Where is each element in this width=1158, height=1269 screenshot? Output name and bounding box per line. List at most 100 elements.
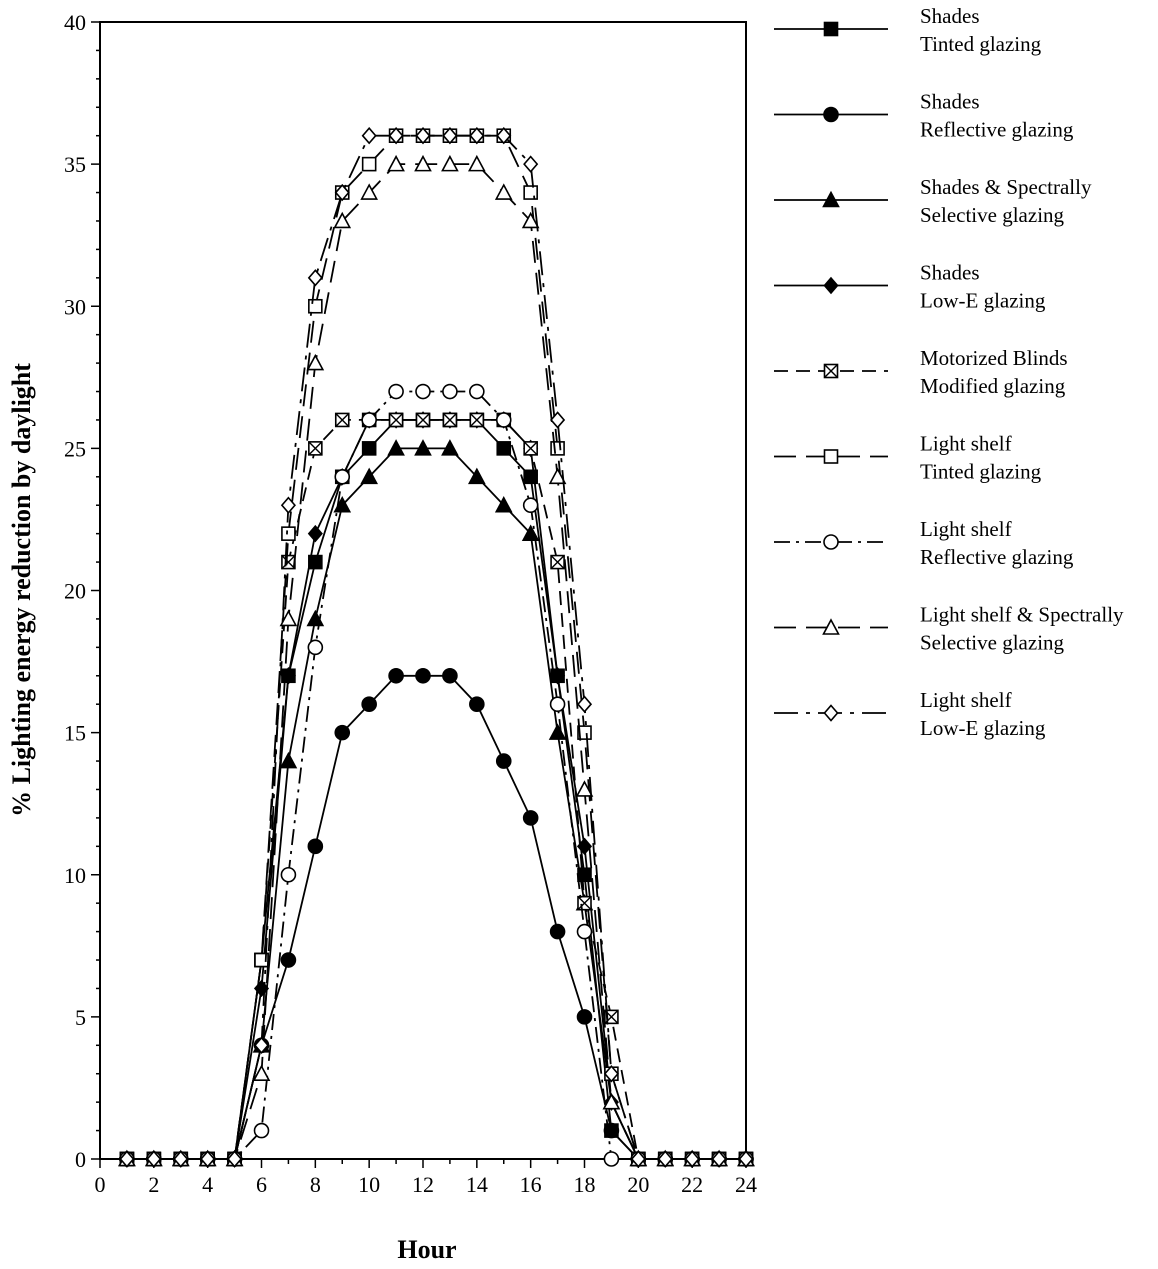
legend-label: Tinted glazing [920, 32, 1042, 56]
x-tick-label: 24 [735, 1172, 757, 1197]
data-point [469, 383, 485, 400]
data-point-cross [416, 412, 430, 427]
data-point [334, 468, 351, 485]
data-point [684, 1150, 700, 1168]
data-point-cross [550, 555, 565, 570]
series-line [126, 134, 746, 1160]
data-point [414, 154, 432, 172]
legend-marker [823, 276, 839, 295]
data-point [307, 269, 323, 287]
legend-label: Reflective glazing [920, 545, 1074, 569]
legend-item-2: Shades Reflective glazing [774, 90, 1074, 142]
data-point [469, 696, 485, 713]
series-line [126, 390, 746, 1160]
data-point [630, 1150, 646, 1168]
data-point-cross [335, 412, 350, 427]
data-point [657, 1150, 673, 1168]
data-point [387, 154, 405, 172]
data-point [442, 667, 458, 684]
legend-label: Light shelf [920, 432, 1012, 456]
data-point [467, 467, 486, 485]
y-tick-label: 5 [75, 1005, 86, 1030]
legend-label: Reflective glazing [920, 118, 1074, 142]
data-point [308, 298, 323, 314]
x-tick-label: 14 [466, 1172, 488, 1197]
data-point [281, 526, 296, 541]
data-point [307, 524, 323, 543]
legend-label: Selective glazing [920, 203, 1065, 227]
legend-marker [823, 704, 839, 722]
data-point-cross [469, 412, 484, 427]
legend-label: Light shelf [920, 517, 1012, 541]
series-group [118, 126, 755, 1168]
data-point [711, 1150, 727, 1168]
data-point [467, 154, 486, 172]
series-8 [118, 154, 755, 1167]
data-point [576, 1009, 593, 1025]
data-point [442, 383, 458, 400]
legend-label: Modified glazing [920, 374, 1066, 398]
data-point [200, 1150, 216, 1168]
x-tick-label: 2 [148, 1172, 159, 1197]
data-point [575, 780, 594, 797]
legend-item-1: Shades Tinted glazing [774, 4, 1042, 56]
data-point-cross [389, 412, 404, 427]
data-point [496, 126, 512, 145]
data-point [495, 412, 512, 428]
series-9 [119, 126, 754, 1168]
legend-marker [823, 21, 839, 37]
data-point [441, 154, 459, 172]
data-point [549, 696, 566, 713]
data-point-cross [523, 441, 538, 456]
data-point [146, 1150, 162, 1168]
y-tick-label: 30 [64, 294, 86, 319]
y-tick-label: 15 [64, 721, 86, 746]
data-point [361, 441, 377, 456]
data-point [280, 866, 297, 883]
data-point [550, 411, 566, 429]
data-point-cross [281, 555, 296, 570]
data-point [119, 1150, 135, 1168]
legend-label: Shades [920, 90, 980, 114]
data-point [576, 695, 593, 713]
data-point [494, 496, 513, 513]
data-point [469, 126, 485, 145]
legend-label: Selective glazing [920, 631, 1065, 655]
data-point [603, 1122, 620, 1139]
x-tick-label: 0 [95, 1172, 106, 1197]
y-axis-title: % Lighting energy reduction by daylight [7, 363, 36, 817]
legend-marker [823, 106, 839, 123]
data-point [334, 724, 351, 741]
series-line [126, 447, 746, 1160]
legend-item-6: Light shelf Tinted glazing [774, 432, 1042, 484]
x-tick-label: 22 [681, 1172, 703, 1197]
x-tick-label: 16 [520, 1172, 542, 1197]
data-point [523, 185, 538, 200]
data-point [603, 1151, 620, 1167]
data-point [602, 1092, 621, 1110]
legend-item-7: Light shelf Reflective glazing [774, 517, 1074, 569]
legend-item-4: Shades Low-E glazing [774, 261, 1046, 313]
x-tick-label: 12 [412, 1172, 434, 1197]
data-point [495, 753, 512, 769]
legend-marker [823, 534, 839, 550]
data-point [388, 126, 404, 145]
series-line [126, 163, 746, 1160]
data-point [280, 496, 296, 514]
legend-item-5: Motorized Blinds Modified glazing [774, 346, 1068, 398]
data-point [306, 353, 325, 371]
legend: Shades Tinted glazing Shades Reflective gla… [774, 4, 1124, 740]
data-point [333, 211, 352, 229]
data-point [387, 439, 405, 456]
series-3 [118, 439, 755, 1167]
data-point [227, 1150, 243, 1168]
data-point [523, 155, 539, 173]
series-line [126, 134, 746, 1160]
data-point [521, 211, 540, 229]
data-point [549, 923, 566, 940]
series-1 [119, 412, 754, 1167]
data-point [388, 383, 404, 400]
legend-marker [822, 190, 840, 208]
data-point [361, 156, 377, 172]
y-tick-label: 0 [75, 1147, 86, 1172]
